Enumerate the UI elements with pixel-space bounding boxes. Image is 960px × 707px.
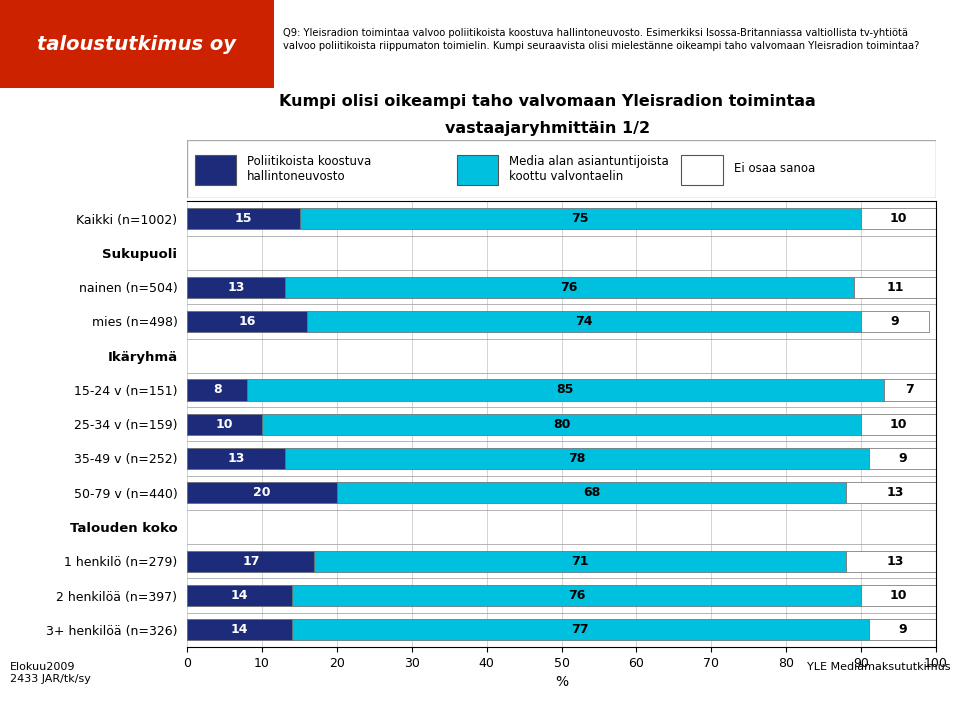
Text: 13: 13	[886, 486, 903, 499]
Text: Kumpi olisi oikeampi taho valvomaan Yleisradion toimintaa: Kumpi olisi oikeampi taho valvomaan Ylei…	[278, 94, 816, 109]
Text: 10: 10	[890, 589, 907, 602]
Text: 74: 74	[575, 315, 593, 328]
Text: 10: 10	[890, 212, 907, 225]
Text: 77: 77	[571, 624, 589, 636]
Text: 8: 8	[213, 383, 222, 397]
Bar	[195, 155, 236, 185]
Bar	[187, 208, 300, 229]
Bar	[187, 380, 247, 401]
Text: Elokuu2009
2433 JAR/tk/sy: Elokuu2009 2433 JAR/tk/sy	[10, 662, 90, 684]
Bar	[861, 414, 936, 435]
Bar	[853, 276, 936, 298]
Text: 75: 75	[571, 212, 589, 225]
Text: 14: 14	[230, 624, 249, 636]
Text: 9: 9	[891, 315, 900, 328]
Text: 85: 85	[557, 383, 574, 397]
Text: 17: 17	[242, 555, 259, 568]
Text: 13: 13	[228, 281, 245, 293]
Bar	[284, 276, 853, 298]
Text: vastaajaryhmittäin 1/2: vastaajaryhmittäin 1/2	[444, 121, 650, 136]
Bar	[187, 585, 292, 606]
Text: 7: 7	[905, 383, 914, 397]
Text: Media alan asiantuntijoista
koottu valvontaelin: Media alan asiantuntijoista koottu valvo…	[509, 155, 669, 183]
Text: Poliitikoista koostuva
hallintoneuvosto: Poliitikoista koostuva hallintoneuvosto	[247, 155, 372, 183]
Bar	[247, 380, 883, 401]
Bar	[315, 551, 846, 572]
Bar	[187, 448, 284, 469]
Bar	[0, 0, 274, 88]
Bar	[292, 585, 861, 606]
Text: Ei osaa sanoa: Ei osaa sanoa	[733, 163, 815, 175]
Text: 15: 15	[234, 212, 252, 225]
Text: 13: 13	[886, 555, 903, 568]
Bar	[187, 619, 292, 641]
Bar	[861, 208, 936, 229]
Text: 10: 10	[890, 418, 907, 431]
Text: 14: 14	[230, 589, 249, 602]
Bar	[337, 482, 846, 503]
Bar	[682, 155, 723, 185]
Text: 80: 80	[553, 418, 570, 431]
Bar	[187, 482, 337, 503]
Bar	[284, 448, 869, 469]
Bar	[300, 208, 861, 229]
Text: 78: 78	[568, 452, 586, 465]
Text: Q9: Yleisradion toimintaa valvoo poliitikoista koostuva hallintoneuvosto. Esimer: Q9: Yleisradion toimintaa valvoo poliiti…	[283, 28, 920, 52]
Bar	[869, 448, 936, 469]
Bar	[846, 551, 944, 572]
Text: 76: 76	[561, 281, 578, 293]
Bar	[292, 619, 869, 641]
Bar	[187, 551, 315, 572]
Bar	[861, 585, 936, 606]
X-axis label: %: %	[555, 675, 568, 689]
Text: 71: 71	[571, 555, 589, 568]
Bar	[307, 311, 861, 332]
Bar	[869, 619, 936, 641]
Bar	[187, 276, 284, 298]
Text: 11: 11	[886, 281, 903, 293]
Bar	[846, 482, 944, 503]
Text: 9: 9	[898, 452, 906, 465]
Text: 76: 76	[568, 589, 586, 602]
Text: YLE Mediamaksututkimus: YLE Mediamaksututkimus	[807, 662, 950, 672]
Text: 16: 16	[238, 315, 255, 328]
Bar	[883, 380, 936, 401]
Bar	[457, 155, 498, 185]
Text: 13: 13	[228, 452, 245, 465]
Bar	[262, 414, 861, 435]
Text: 68: 68	[583, 486, 600, 499]
Bar	[187, 311, 307, 332]
Text: taloustutkimus oy: taloustutkimus oy	[37, 35, 236, 54]
Text: 10: 10	[216, 418, 233, 431]
Text: 20: 20	[253, 486, 271, 499]
Bar	[187, 414, 262, 435]
Bar	[861, 311, 928, 332]
Text: 9: 9	[898, 624, 906, 636]
